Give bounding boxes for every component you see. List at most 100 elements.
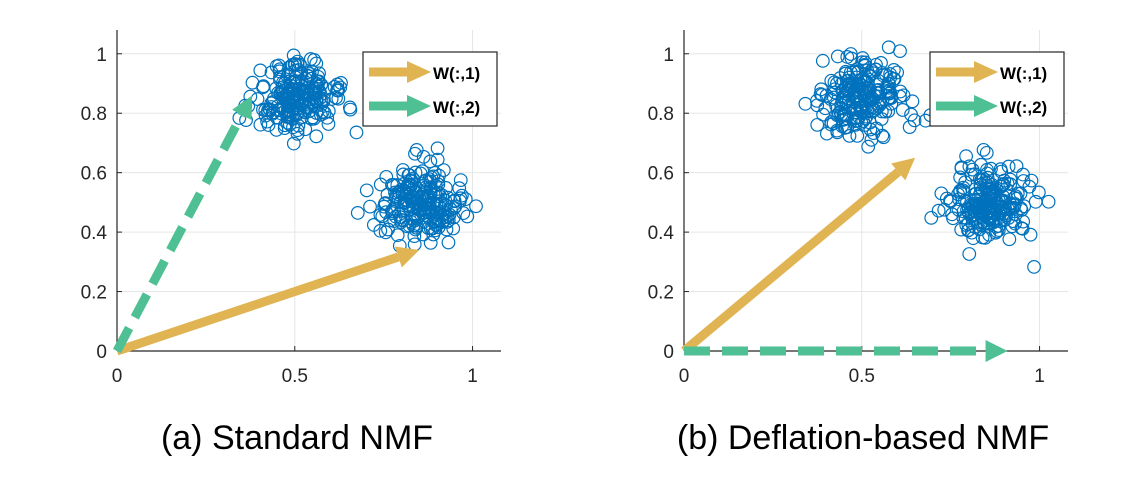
scatter-point (1015, 221, 1030, 236)
scatter-point (1002, 232, 1017, 247)
scatter-point (904, 107, 918, 122)
scatter-point (253, 117, 268, 132)
scatter-point (895, 103, 910, 117)
legend-box (929, 51, 1065, 127)
vector-arrowhead-2 (232, 95, 253, 120)
scatter-point (835, 119, 849, 134)
scatter-point (882, 91, 896, 106)
x-tick-label: 1 (1034, 366, 1045, 387)
scatter-point (283, 98, 298, 113)
scatter-point (439, 198, 454, 213)
scatter-point (869, 83, 884, 98)
scatter-point (388, 185, 402, 200)
scatter-point (398, 195, 413, 210)
legend-swatch-arrowhead (407, 61, 431, 83)
y-tick-label: 1 (663, 45, 674, 66)
scatter-point (282, 107, 296, 122)
scatter-point (343, 102, 358, 117)
scatter-point (379, 169, 394, 184)
scatter-point (1016, 214, 1031, 229)
scatter-point (958, 175, 973, 190)
scatter-point (980, 162, 994, 177)
scatter-point (443, 202, 458, 217)
scatter-point (359, 183, 374, 198)
scatter-point (968, 193, 983, 208)
scatter-point (273, 72, 287, 87)
scatter-point (985, 178, 999, 192)
scatter-point (798, 96, 813, 111)
scatter-point (272, 62, 287, 77)
legend-swatch-arrowhead (974, 95, 998, 117)
scatter-point (857, 57, 872, 72)
scatter-point (836, 107, 851, 122)
scatter-point (469, 199, 483, 214)
scatter-point (972, 206, 987, 221)
scatter-point (409, 143, 424, 157)
scatter-point (845, 80, 860, 95)
scatter-point (1027, 259, 1041, 274)
scatter-point (881, 76, 896, 91)
scatter-point (995, 177, 1010, 192)
scatter-point (977, 201, 992, 216)
scatter-point (414, 198, 429, 213)
scatter-point (1010, 191, 1024, 206)
scatter-point (1031, 185, 1046, 200)
scatter-point (280, 92, 295, 107)
scatter-point (998, 206, 1013, 221)
panel-b: (b) Deflation-based NMF (677, 419, 1049, 457)
legend-swatch-arrowhead (974, 61, 998, 83)
scatter-point (1001, 159, 1016, 174)
scatter-point (868, 62, 883, 77)
scatter-point (1013, 186, 1028, 201)
scatter-point (379, 205, 394, 220)
scatter-point (285, 57, 300, 72)
legend: W(:,1) W(:,2) (362, 51, 498, 127)
scatter-point (315, 104, 330, 119)
legend-label: W(:,2) (433, 98, 480, 117)
scatter-point (972, 189, 986, 204)
y-tick-label: 0.2 (648, 283, 674, 304)
scatter-point (350, 206, 365, 220)
scatter-point (430, 212, 445, 226)
scatter-point (924, 210, 939, 225)
scatter-cluster-0 (798, 40, 938, 154)
scatter-point (363, 199, 377, 214)
scatter-point (436, 163, 451, 178)
vector-line-1 (681, 168, 902, 355)
scatter-point (302, 67, 317, 81)
scatter-point (844, 51, 859, 66)
scatter-point (967, 167, 982, 182)
scatter-point (407, 229, 422, 244)
plot-1: 0 0.5 1 0 0.2 0.4 0.6 0.8 1 W(:,1) W(:,2) (648, 30, 1068, 387)
y-tick-label: 0.2 (81, 283, 107, 304)
scatter-point (815, 53, 830, 68)
scatter-point (849, 101, 863, 116)
scatter-point (974, 215, 989, 230)
scatter-point (313, 91, 327, 106)
scatter-point (1041, 194, 1056, 209)
scatter-point (931, 203, 946, 218)
scatter-point (824, 73, 839, 88)
scatter-point (460, 209, 475, 224)
scatter-point (330, 83, 344, 98)
scatter-point (976, 142, 991, 157)
scatter-point (305, 64, 319, 79)
scatter-point (975, 230, 990, 245)
scatter-point (298, 122, 313, 137)
scatter-point (418, 180, 433, 195)
scatter-point (286, 136, 301, 151)
scatter-point (842, 128, 857, 143)
scatter-point (943, 194, 958, 209)
y-tick-label: 1 (96, 45, 107, 66)
scatter-point (863, 122, 878, 137)
scatter-point (327, 80, 342, 94)
x-tick-label: 1 (467, 366, 478, 387)
scatter-point (417, 205, 431, 220)
scatter-point (962, 247, 977, 261)
scatter-point (972, 172, 987, 186)
vector-arrowhead-1 (891, 157, 916, 181)
y-tick-label: 0.8 (81, 104, 107, 125)
scatter-point (826, 90, 841, 105)
scatter-point (973, 217, 988, 232)
scatter-point (316, 94, 331, 109)
